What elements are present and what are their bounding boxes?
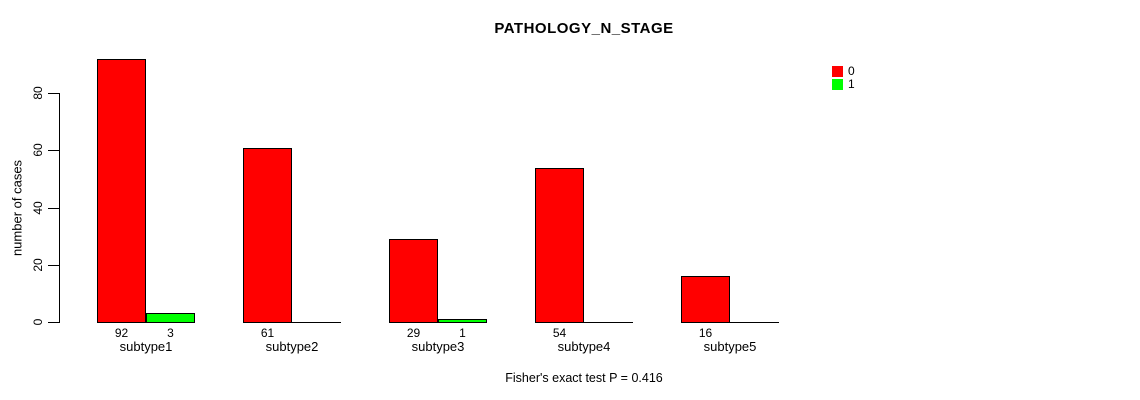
y-axis-tick xyxy=(48,208,59,209)
bar-value-label: 61 xyxy=(260,326,275,340)
bar-series0-subtype3 xyxy=(389,239,438,323)
y-axis-tick-label: 20 xyxy=(31,258,45,272)
group-baseline xyxy=(681,322,779,323)
category-label: subtype1 xyxy=(119,339,173,354)
legend-item-label: 1 xyxy=(848,77,855,91)
y-axis-tick xyxy=(48,150,59,151)
bar-value-label: 1 xyxy=(459,326,466,340)
bar-series1-subtype1 xyxy=(146,313,195,323)
y-axis-tick-label: 40 xyxy=(31,201,45,215)
category-label: subtype5 xyxy=(703,339,757,354)
bar-value-label: 3 xyxy=(167,326,174,340)
group-baseline xyxy=(535,322,633,323)
category-label: subtype4 xyxy=(557,339,611,354)
bar-series0-subtype5 xyxy=(681,276,730,323)
bar-series0-subtype4 xyxy=(535,168,584,323)
category-label: subtype3 xyxy=(411,339,465,354)
legend-swatch-0 xyxy=(832,66,843,77)
y-axis-tick xyxy=(48,322,59,323)
legend-item-label: 0 xyxy=(848,64,855,78)
y-axis-tick-label: 80 xyxy=(31,86,45,100)
y-axis-title: number of cases xyxy=(9,159,25,257)
legend-swatch-1 xyxy=(832,79,843,90)
chart-title: PATHOLOGY_N_STAGE xyxy=(494,20,674,37)
bar-value-label: 92 xyxy=(114,326,129,340)
bar-value-label: 16 xyxy=(698,326,713,340)
category-label: subtype2 xyxy=(265,339,319,354)
group-baseline xyxy=(243,322,341,323)
y-axis-tick xyxy=(48,93,59,94)
bar-series0-subtype1 xyxy=(97,59,146,323)
bar-value-label: 29 xyxy=(406,326,421,340)
bar-series0-subtype2 xyxy=(243,148,292,323)
y-axis-tick xyxy=(48,265,59,266)
fisher-test-annotation: Fisher's exact test P = 0.416 xyxy=(505,371,663,385)
legend-row: 0 xyxy=(832,64,855,78)
y-axis-tick-label: 0 xyxy=(31,318,45,326)
y-axis-line xyxy=(59,93,60,323)
bar-value-label: 54 xyxy=(552,326,567,340)
legend-row: 1 xyxy=(832,77,855,91)
bar-series1-subtype3 xyxy=(438,319,487,323)
y-axis-tick-label: 60 xyxy=(31,143,45,157)
